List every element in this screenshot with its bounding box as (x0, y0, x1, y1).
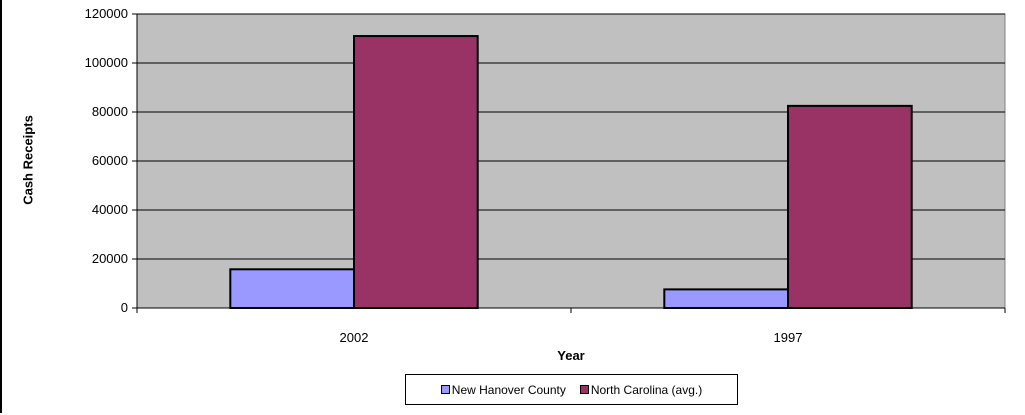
x-tick-label: 1997 (774, 330, 803, 345)
bar-new-hanover-county-1997 (663, 288, 789, 310)
bar-new-hanover-county-2002 (229, 268, 355, 310)
legend: New Hanover County North Carolina (avg.) (405, 374, 738, 405)
legend-label-north-carolina: North Carolina (avg.) (590, 382, 703, 397)
y-tick-label: 40000 (92, 202, 128, 217)
y-tick-label: 120000 (85, 6, 128, 21)
x-tick-labels: 2002 1997 (340, 330, 803, 345)
legend-label-new-hanover: New Hanover County (451, 382, 566, 397)
y-tick-label: 100000 (85, 55, 128, 70)
y-tick-label: 20000 (92, 251, 128, 266)
y-tick-label: 80000 (92, 104, 128, 119)
axes (132, 13, 1006, 313)
legend-item-new-hanover: New Hanover County (440, 382, 566, 397)
bar-north-carolina-avg-2002 (353, 35, 479, 310)
y-tick-label: 60000 (92, 153, 128, 168)
bar-north-carolina-avg-1997 (787, 104, 913, 309)
legend-swatch-new-hanover (440, 385, 450, 394)
y-tick-label: 0 (121, 300, 128, 315)
x-axis-label: Year (557, 348, 585, 363)
bars (229, 35, 913, 310)
y-axis-label: Cash Receipts (20, 115, 36, 205)
legend-item-north-carolina: North Carolina (avg.) (579, 382, 703, 397)
x-tick-label: 2002 (340, 330, 369, 345)
legend-swatch-north-carolina (579, 385, 589, 394)
y-tick-labels: 0 20000 40000 60000 80000 100000 120000 (85, 6, 128, 315)
